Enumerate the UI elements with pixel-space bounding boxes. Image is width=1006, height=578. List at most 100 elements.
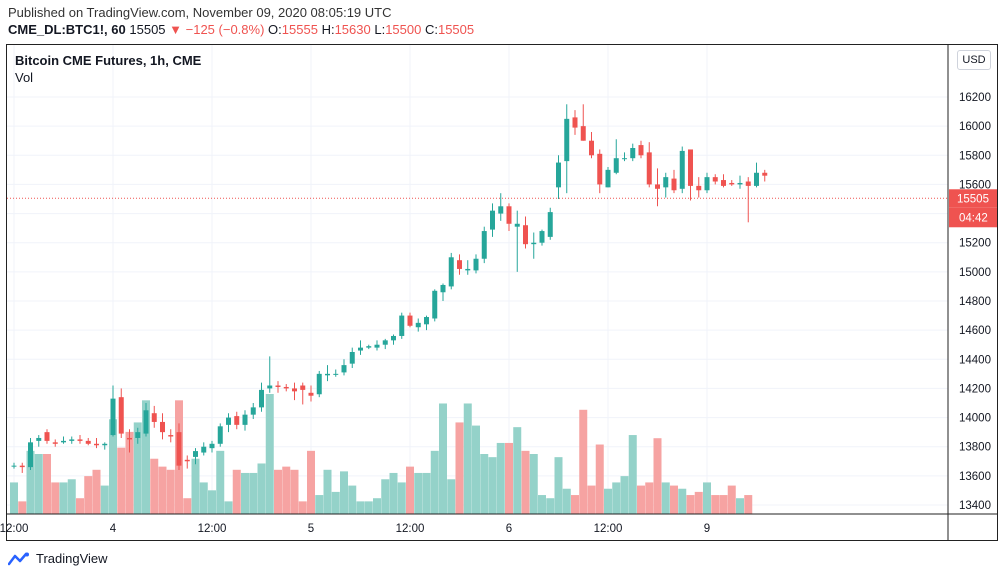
- candle-body: [325, 373, 330, 376]
- candle-body: [61, 440, 66, 443]
- volume-bar: [166, 469, 175, 514]
- x-tick-label: 4: [110, 523, 117, 535]
- candle-body: [655, 184, 660, 189]
- close-label: C:: [424, 22, 438, 37]
- last-price: 15505: [129, 22, 166, 37]
- volume-bar: [241, 472, 249, 514]
- volume-bar: [727, 485, 736, 514]
- candle-body: [605, 169, 611, 188]
- volume-bar: [10, 482, 18, 514]
- candle-body: [300, 385, 306, 390]
- volume-bar: [430, 450, 439, 514]
- volume-bar: [694, 491, 703, 514]
- y-tick-label: 15000: [959, 267, 991, 279]
- candle-body: [572, 117, 578, 128]
- volume-bar: [290, 469, 299, 514]
- open-label: O:: [268, 22, 282, 37]
- candle-body: [143, 410, 149, 434]
- currency-button[interactable]: USD: [957, 50, 991, 70]
- candle-body: [580, 126, 586, 141]
- y-tick-label: 14800: [959, 296, 991, 308]
- volume-bar: [670, 485, 678, 514]
- candle-body: [11, 465, 17, 467]
- candle-body: [646, 152, 652, 185]
- y-tick-label: 13800: [959, 442, 991, 454]
- candle-body: [704, 177, 710, 191]
- footer-brand[interactable]: TradingView: [36, 551, 108, 566]
- volume-bar: [59, 482, 68, 514]
- candle-body: [85, 440, 91, 444]
- volume-bar: [587, 485, 596, 514]
- published-note: Published on TradingView.com, November 0…: [8, 5, 392, 20]
- candle-body: [341, 365, 347, 373]
- candle-body: [473, 258, 479, 271]
- volume-bar: [653, 438, 662, 514]
- candle-body: [28, 442, 33, 468]
- candle-body: [696, 185, 702, 191]
- candle-body: [267, 385, 273, 389]
- candle-body: [275, 385, 281, 387]
- volume-bar: [282, 466, 291, 514]
- volume-bar: [571, 495, 579, 514]
- candle-body: [531, 242, 537, 245]
- volume-bar: [496, 442, 505, 514]
- candle-body: [333, 373, 339, 375]
- candle-body: [490, 210, 495, 230]
- volume-bar: [546, 498, 555, 514]
- candle-body: [391, 335, 396, 341]
- volume-bar: [562, 488, 571, 514]
- volume-bar: [513, 427, 522, 514]
- candle-body: [688, 149, 693, 186]
- candle-body: [589, 140, 594, 156]
- close-value: 15505: [437, 22, 475, 37]
- low-value: 15500: [385, 22, 422, 37]
- volume-bar: [422, 472, 431, 514]
- candle-body: [259, 389, 264, 408]
- volume-bar: [92, 469, 101, 514]
- volume-bar: [117, 447, 126, 514]
- volume-bar: [298, 501, 307, 514]
- price-change: ▼ −125 (−0.8%): [169, 22, 265, 37]
- candle-body: [19, 465, 25, 468]
- volume-bar: [150, 458, 159, 514]
- candle-body: [597, 153, 603, 185]
- volume-bar: [554, 457, 563, 514]
- volume-bar: [521, 450, 530, 514]
- candle-body: [514, 223, 520, 227]
- volume-bar: [323, 469, 332, 514]
- candle-body: [176, 432, 182, 466]
- candle-body: [127, 437, 132, 440]
- candle-body: [349, 352, 355, 364]
- volume-bar: [100, 485, 109, 514]
- candle-body: [193, 451, 198, 457]
- candle-body: [613, 158, 619, 173]
- volume-bar: [645, 482, 654, 514]
- volume-bar: [744, 495, 753, 514]
- volume-bar: [224, 501, 233, 514]
- symbol-label: CME_DL:BTC1!, 60: [8, 22, 126, 37]
- candle-body: [283, 386, 289, 389]
- candle-body: [94, 443, 99, 446]
- candle-body: [754, 172, 759, 186]
- candle-body: [729, 182, 735, 185]
- footer: TradingView: [8, 551, 108, 566]
- y-tick-label: 15200: [959, 238, 991, 250]
- candle-body: [201, 446, 207, 453]
- volume-bar: [455, 422, 464, 514]
- volume-legend: Vol: [15, 70, 34, 85]
- x-tick-label: 6: [506, 523, 512, 535]
- volume-bar: [529, 454, 538, 514]
- candle-body: [226, 417, 231, 425]
- y-tick-label: 14400: [959, 354, 991, 366]
- candle-body: [547, 212, 553, 237]
- candle-body: [465, 268, 471, 271]
- candle-body: [712, 177, 718, 182]
- volume-bar: [274, 469, 282, 514]
- candle-body: [432, 290, 438, 319]
- candle-body: [374, 344, 380, 348]
- volume-bar: [249, 472, 258, 514]
- candle-body: [671, 178, 677, 191]
- candle-body: [209, 443, 215, 449]
- candle-body: [358, 347, 363, 351]
